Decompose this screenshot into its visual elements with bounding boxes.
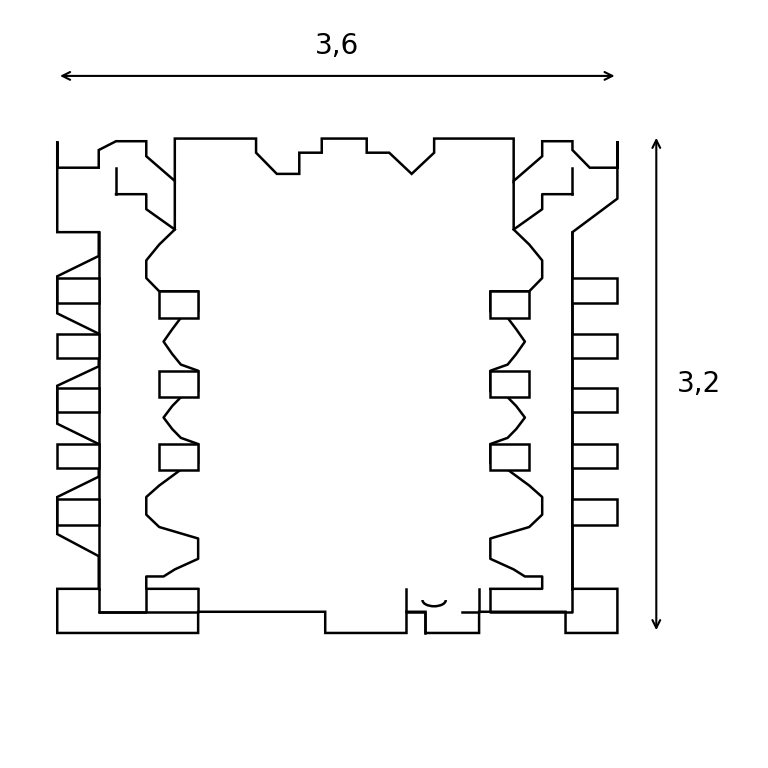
Polygon shape [490, 444, 529, 470]
Polygon shape [159, 371, 198, 397]
Polygon shape [572, 444, 617, 468]
Polygon shape [490, 291, 529, 318]
Polygon shape [159, 444, 198, 470]
Polygon shape [572, 333, 617, 358]
Polygon shape [58, 278, 99, 303]
Polygon shape [159, 291, 198, 318]
Polygon shape [58, 138, 617, 633]
Polygon shape [572, 498, 617, 525]
Polygon shape [58, 389, 99, 412]
Text: 3,2: 3,2 [677, 370, 721, 398]
Polygon shape [58, 444, 99, 468]
Polygon shape [490, 371, 529, 397]
Polygon shape [58, 498, 99, 525]
Text: 3,6: 3,6 [315, 32, 359, 61]
Polygon shape [572, 389, 617, 412]
Polygon shape [572, 278, 617, 303]
Polygon shape [58, 333, 99, 358]
